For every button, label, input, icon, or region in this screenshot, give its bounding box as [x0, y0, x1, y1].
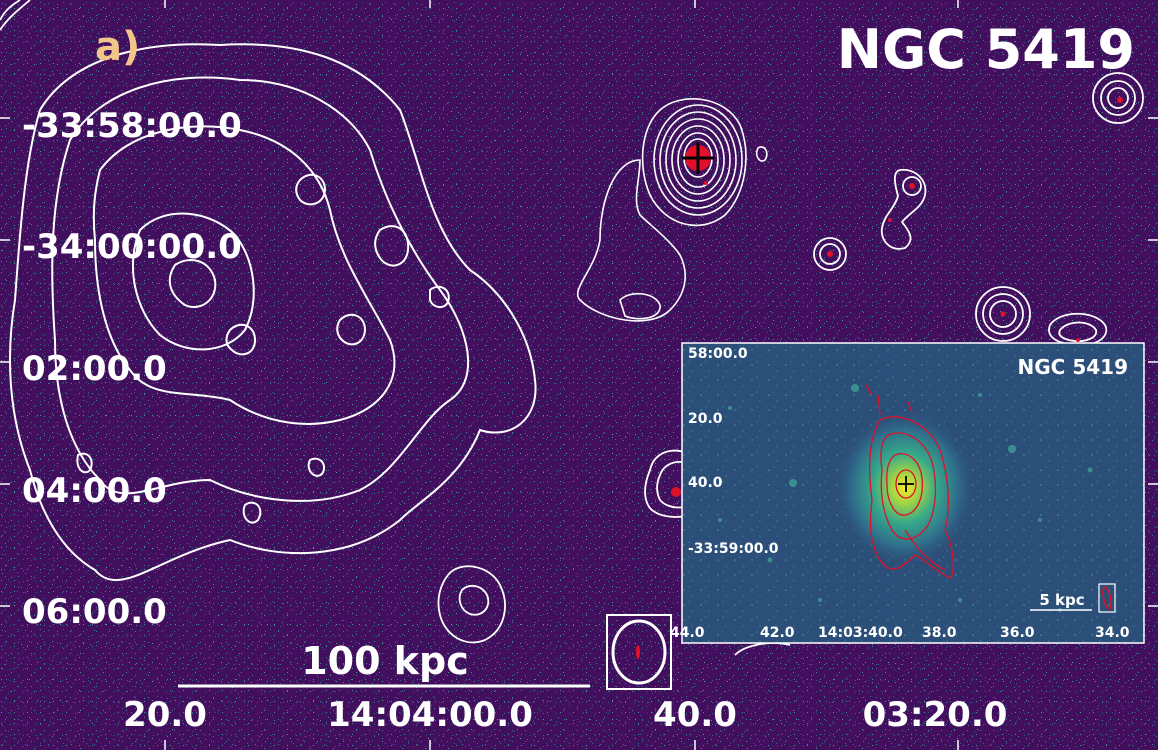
inset-field-sources	[718, 384, 1093, 612]
inset-beam-box	[1098, 583, 1116, 613]
compact-source-cores	[671, 97, 1123, 497]
dec-tick-label-1: -33:58:00.0	[22, 106, 242, 146]
dec-tick-label-4: 04:00.0	[22, 471, 167, 511]
inset-title: NGC 5419	[1018, 355, 1128, 379]
inset-ra-tick-1: 44.0	[670, 625, 705, 641]
inset-cross-marker	[898, 476, 914, 492]
inset-panel: NGC 5419 58:00.0 20.0 40.0 -33:59:00.0 4…	[670, 342, 1145, 644]
beam-box	[606, 614, 672, 690]
panel-label: a)	[95, 24, 140, 70]
diffuse-radio-contours	[9, 43, 537, 581]
inset-beam-ellipse	[1102, 586, 1112, 610]
ra-tick-label-1: 20.0	[123, 695, 207, 735]
dec-tick-label-3: 02:00.0	[22, 349, 167, 389]
main-title: NGC 5419	[837, 18, 1135, 81]
inset-dec-tick-1: 58:00.0	[688, 346, 748, 362]
inset-ra-tick-6: 34.0	[1095, 625, 1130, 641]
inset-ra-tick-4: 38.0	[922, 625, 957, 641]
scale-bar-label: 100 kpc	[301, 639, 469, 683]
inset-ra-tick-3: 14:03:40.0	[818, 625, 903, 641]
inset-scale-bar-label: 5 kpc	[1039, 591, 1084, 609]
radio-beam-ellipse	[611, 619, 667, 685]
inset-optical-contours	[865, 384, 954, 579]
ra-tick-label-3: 40.0	[653, 695, 737, 735]
ra-tick-label-2: 14:04:00.0	[327, 695, 533, 735]
ra-tick-label-4: 03:20.0	[863, 695, 1008, 735]
core-cross-marker	[682, 142, 714, 174]
optical-beam-ellipse	[636, 645, 640, 659]
dec-tick-label-2: -34:00:00.0	[22, 227, 242, 267]
inset-dec-tick-2: 20.0	[688, 411, 723, 427]
inset-ra-tick-5: 36.0	[1000, 625, 1035, 641]
inset-dec-tick-4: -33:59:00.0	[688, 541, 779, 557]
inset-ra-tick-2: 42.0	[760, 625, 795, 641]
dec-tick-label-5: 06:00.0	[22, 592, 167, 632]
inset-dec-tick-3: 40.0	[688, 475, 723, 491]
